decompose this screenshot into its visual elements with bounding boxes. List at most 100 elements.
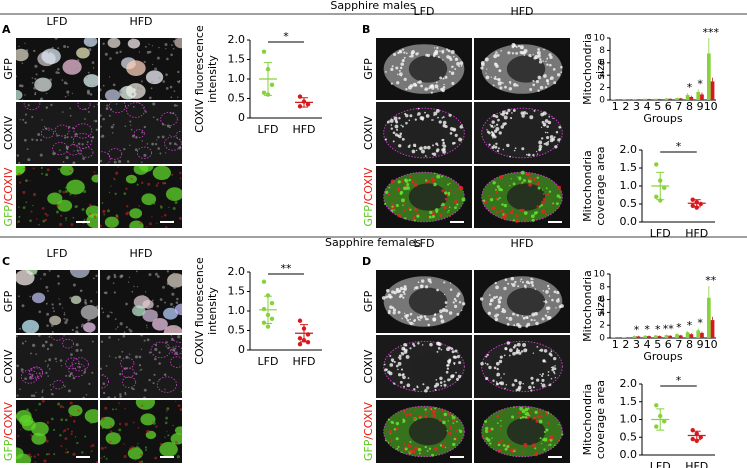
- cell: [127, 38, 141, 49]
- speckle: [406, 314, 410, 318]
- cell: [16, 270, 35, 286]
- y-tick-label: 1.0: [620, 413, 638, 426]
- speckle: [125, 326, 128, 329]
- speckle: [42, 389, 44, 391]
- speckle: [69, 296, 72, 300]
- speckle: [527, 407, 530, 410]
- y-tick-label: 10: [594, 34, 606, 44]
- cell: [16, 166, 26, 176]
- speckle: [543, 48, 545, 51]
- speckle: [87, 319, 90, 322]
- speckle: [165, 345, 167, 348]
- speckle: [443, 191, 448, 195]
- y-tick-label: 1.5: [620, 161, 638, 174]
- speckle: [156, 275, 160, 278]
- speckle: [21, 370, 23, 373]
- speckle: [66, 136, 69, 139]
- speckle: [426, 179, 430, 184]
- speckle: [89, 420, 93, 424]
- speckle: [393, 382, 396, 385]
- micrograph: [474, 102, 570, 164]
- speckle: [550, 378, 553, 380]
- speckle: [511, 208, 515, 211]
- bar: [632, 99, 637, 100]
- speckle: [402, 59, 405, 62]
- speckle: [530, 376, 534, 380]
- speckle: [480, 66, 484, 70]
- speckle: [391, 207, 394, 210]
- speckle: [445, 370, 449, 374]
- bar: [668, 335, 673, 338]
- speckle: [494, 306, 498, 310]
- speckle: [434, 407, 437, 410]
- speckle: [495, 361, 500, 366]
- speckle: [522, 178, 526, 182]
- speckle: [521, 415, 525, 419]
- significance-label: *: [687, 81, 693, 94]
- speckle: [118, 428, 122, 432]
- speckle: [93, 84, 96, 87]
- cell: [127, 447, 144, 460]
- speckle: [144, 316, 147, 318]
- speckle: [504, 278, 508, 281]
- speckle: [176, 144, 178, 146]
- speckle: [513, 83, 517, 87]
- speckle: [126, 205, 129, 208]
- data-point: [265, 324, 271, 329]
- speckle: [21, 304, 25, 308]
- speckle: [75, 348, 79, 352]
- speckle: [16, 52, 18, 55]
- speckle: [417, 107, 420, 110]
- speckle: [153, 319, 157, 322]
- speckle: [449, 132, 453, 135]
- speckle: [178, 216, 182, 220]
- speckle: [417, 281, 420, 284]
- speckle: [455, 420, 458, 423]
- error-bar: [656, 408, 665, 431]
- bar: [710, 320, 715, 338]
- speckle: [495, 197, 499, 200]
- speckle: [157, 182, 160, 185]
- speckle: [131, 309, 136, 313]
- y-tick-label: 1.0: [228, 72, 246, 85]
- speckle: [114, 356, 117, 359]
- speckle: [118, 432, 120, 435]
- speckle: [60, 365, 63, 367]
- speckle: [43, 459, 47, 463]
- speckle: [130, 124, 132, 126]
- speckle: [166, 329, 169, 332]
- speckle: [534, 447, 537, 450]
- bar: [622, 337, 626, 338]
- speckle: [131, 290, 134, 293]
- speckle: [516, 84, 519, 87]
- speckle: [394, 119, 398, 123]
- speckle: [429, 85, 433, 89]
- speckle: [444, 442, 447, 445]
- nucleus: [506, 417, 546, 446]
- speckle: [70, 223, 74, 226]
- speckle: [112, 282, 115, 284]
- speckle: [49, 196, 51, 198]
- nucleus: [408, 417, 448, 446]
- speckle: [164, 436, 166, 438]
- row-label: COXIV: [362, 116, 375, 150]
- speckle: [41, 400, 45, 403]
- speckle: [523, 284, 527, 288]
- speckle: [522, 111, 527, 115]
- cell: [47, 192, 63, 205]
- speckle: [166, 430, 168, 433]
- x-tick-label: 10: [704, 338, 718, 351]
- speckle: [407, 206, 410, 210]
- speckle: [541, 383, 546, 388]
- speckle: [533, 211, 538, 215]
- speckle: [435, 142, 439, 146]
- speckle: [453, 55, 455, 58]
- speckle: [136, 183, 139, 186]
- bar: [615, 99, 620, 100]
- speckle: [146, 429, 150, 434]
- speckle: [81, 323, 85, 327]
- cell: [104, 89, 121, 100]
- speckle: [453, 128, 456, 131]
- speckle: [174, 351, 178, 355]
- speckle: [77, 142, 81, 146]
